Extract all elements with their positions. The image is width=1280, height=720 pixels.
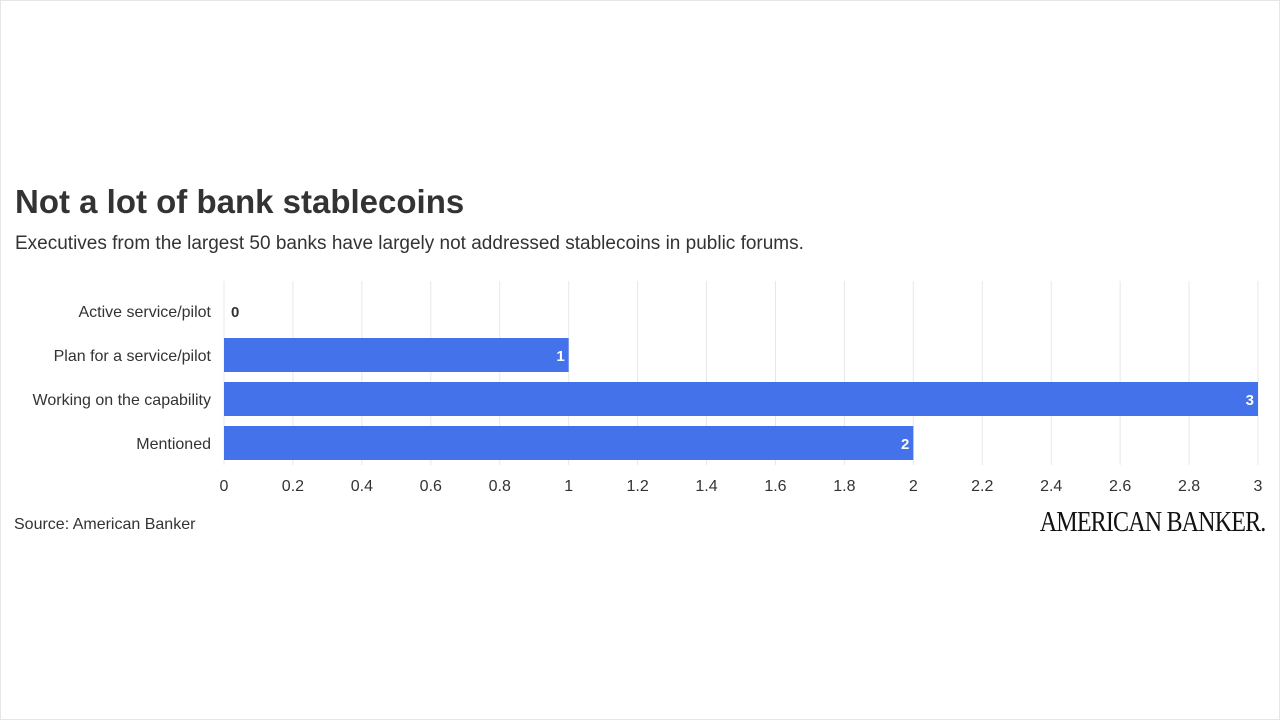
x-tick-label: 0.4 bbox=[351, 478, 373, 495]
data-label: 2 bbox=[901, 436, 909, 453]
x-tick-label: 2.8 bbox=[1178, 478, 1200, 495]
bar bbox=[224, 426, 914, 460]
x-tick-label: 1.6 bbox=[764, 478, 786, 495]
bar bbox=[224, 338, 569, 372]
data-label: 1 bbox=[556, 348, 564, 365]
bar-chart: 0 0.2 0.4 0.6 0.8 1 1.2 1.4 1.6 1.8 2 2.2 2.4 2.6 2.8 3… bbox=[33, 281, 1263, 495]
x-tick-label: 2.4 bbox=[1040, 478, 1062, 495]
source-note: Source: American Banker bbox=[14, 516, 196, 533]
chart-subtitle: Executives from the largest 50 banks hav… bbox=[15, 233, 804, 254]
category-label: Mentioned bbox=[136, 436, 211, 453]
x-tick-label: 2.6 bbox=[1109, 478, 1131, 495]
x-tick-label: 0.8 bbox=[489, 478, 511, 495]
x-tick-label: 2 bbox=[909, 478, 918, 495]
x-tick-label: 1 bbox=[564, 478, 573, 495]
x-tick-label: 1.2 bbox=[626, 478, 648, 495]
category-label: Working on the capability bbox=[33, 392, 211, 409]
category-label: Active service/pilot bbox=[79, 304, 212, 321]
data-label: 3 bbox=[1246, 392, 1254, 409]
bar bbox=[224, 382, 1258, 416]
x-tick-label: 1.8 bbox=[833, 478, 855, 495]
chart-title: Not a lot of bank stablecoins bbox=[15, 183, 465, 220]
x-tick-label: 2.2 bbox=[971, 478, 993, 495]
x-tick-label: 1.4 bbox=[695, 478, 717, 495]
x-tick-label: 0.6 bbox=[420, 478, 442, 495]
data-label: 0 bbox=[231, 304, 239, 321]
x-tick-label: 0 bbox=[220, 478, 229, 495]
x-tick-label: 0.2 bbox=[282, 478, 304, 495]
category-label: Plan for a service/pilot bbox=[54, 348, 212, 365]
american-banker-logo: AMERICAN BANKER. bbox=[1039, 507, 1266, 538]
x-tick-label: 3 bbox=[1254, 478, 1263, 495]
